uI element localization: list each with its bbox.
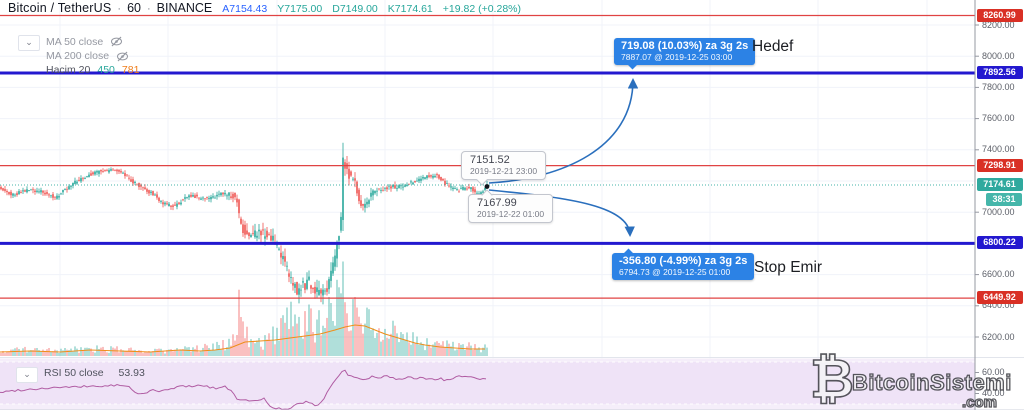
rsi-tick-label: 60.00 xyxy=(982,367,1005,377)
tooltip-time: 2019-12-22 01:00 xyxy=(477,209,545,219)
legend-row-ma50: MA 50 close xyxy=(46,35,123,48)
change-label: +19.82 (+0.28%) xyxy=(442,3,521,15)
symbol-header: Bitcoin / TetherUS · 60 · BINANCE A7154.… xyxy=(8,1,521,15)
target-note: Hedef xyxy=(752,38,794,55)
volume-ma-label[interactable]: Hacim 20 xyxy=(46,63,91,76)
symbol-name[interactable]: Bitcoin / TetherUS xyxy=(8,1,112,15)
price-badge: 7174.61 xyxy=(976,178,1023,191)
price-badge: 7298.91 xyxy=(976,158,1023,172)
eye-off-icon[interactable] xyxy=(116,50,129,63)
price-tick-label: 7600.00 xyxy=(982,113,1015,124)
crosshair-tooltip-low: 7167.99 2019-12-22 01:00 xyxy=(468,194,554,223)
separator-dot: · xyxy=(147,3,151,15)
price-badge: 7892.56 xyxy=(976,65,1023,79)
stop-projection-tooltip[interactable]: -356.80 (-4.99%) za 3g 2s 6794.73 @ 2019… xyxy=(612,253,755,280)
chevron-down-icon: ⌄ xyxy=(25,37,33,47)
rsi-tick-label: 40.00 xyxy=(982,388,1005,398)
stop-price-time: 6794.73 @ 2019-12-25 01:00 xyxy=(619,267,731,277)
price-badge: 6449.92 xyxy=(976,291,1023,305)
countdown-badge: 38:31 xyxy=(986,192,1022,206)
time-axis[interactable] xyxy=(0,410,1024,416)
legend-row-ma200: MA 200 close xyxy=(46,50,129,63)
separator-dot: · xyxy=(117,3,122,15)
legend-row-rsi: RSI 50 close 53.93 xyxy=(44,367,145,379)
crosshair-tooltip-high: 7151.52 2019-12-21 23:00 xyxy=(461,151,547,180)
target-projection-tooltip[interactable]: 719.08 (10.03%) za 3g 2s 7887.07 @ 2019-… xyxy=(614,38,756,65)
price-axis[interactable]: 8200.00 8000.00 7800.00 7600.00 7400.00 7000.… xyxy=(975,0,1024,416)
ohlc-high: Y7175.00 xyxy=(277,3,323,15)
ohlc-low: D7149.00 xyxy=(332,3,378,15)
exchange-label: BINANCE xyxy=(156,1,213,15)
eye-off-icon[interactable] xyxy=(110,35,123,48)
tooltip-price: 7167.99 xyxy=(477,197,517,209)
tooltip-price: 7151.52 xyxy=(470,154,510,166)
stop-note: Stop Emir xyxy=(754,259,823,276)
price-tick-label: 6400.00 xyxy=(982,300,1015,311)
price-tick-label: 7000.00 xyxy=(982,206,1015,217)
volume-value-2: 781 xyxy=(121,63,140,76)
stop-change: -356.80 (-4.99%) za 3g 2s xyxy=(619,255,748,267)
volume-value-1: 450 xyxy=(97,63,115,76)
interval-label[interactable]: 60 xyxy=(127,1,141,15)
rsi-value: 53.93 xyxy=(118,367,145,379)
price-tick-label: 8200.00 xyxy=(982,19,1015,30)
price-badge: 8260.99 xyxy=(976,8,1023,22)
legend-row-volume: Hacim 20 450 781 xyxy=(46,64,139,76)
price-tick-label: 7800.00 xyxy=(982,81,1015,92)
ma50-label[interactable]: MA 50 close xyxy=(46,35,104,48)
target-change: 719.08 (10.03%) za 3g 2s xyxy=(621,40,749,52)
rsi-label[interactable]: RSI 50 close xyxy=(44,367,104,379)
price-tick-label: 7400.00 xyxy=(982,144,1015,155)
price-tick-label: 6200.00 xyxy=(982,331,1015,342)
price-tick-label: 8000.00 xyxy=(982,50,1015,61)
ohlc-close: K7174.61 xyxy=(387,3,433,15)
ma200-label[interactable]: MA 200 close xyxy=(46,50,110,62)
legend-collapse-button[interactable]: ⌄ xyxy=(18,35,40,51)
rsi-collapse-button[interactable]: ⌄ xyxy=(16,367,38,383)
chevron-down-icon: ⌄ xyxy=(23,369,31,379)
ohlc-open: A7154.43 xyxy=(222,3,268,15)
tooltip-time: 2019-12-21 23:00 xyxy=(470,166,538,176)
price-badge: 6800.22 xyxy=(976,236,1023,250)
price-tick-label: 6600.00 xyxy=(982,269,1015,280)
target-price-time: 7887.07 @ 2019-12-25 03:00 xyxy=(621,52,733,62)
